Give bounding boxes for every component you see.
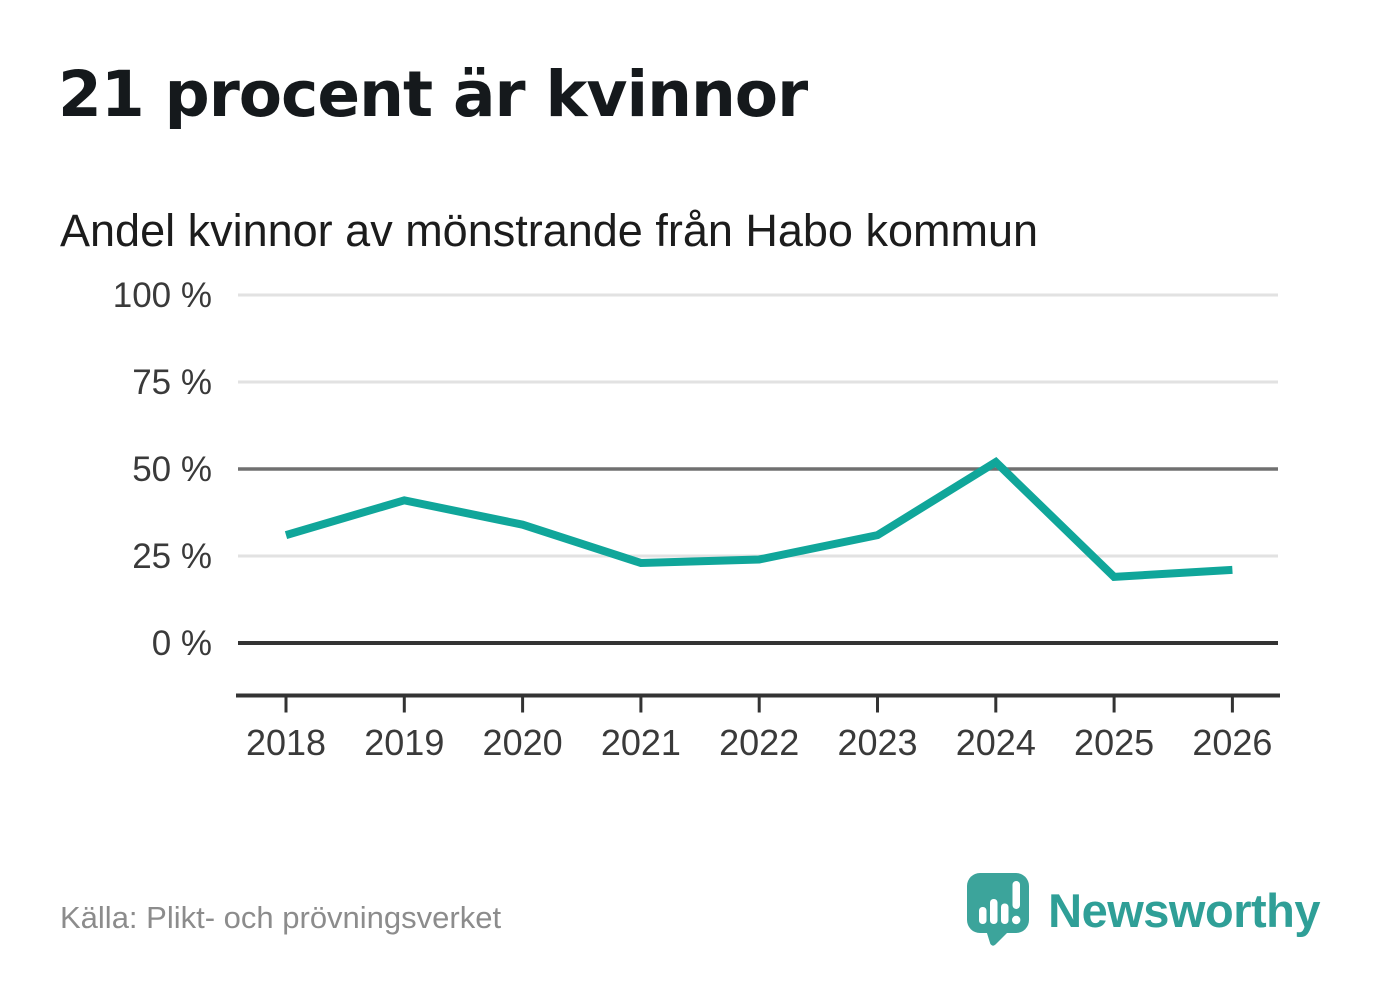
logo-exclamation-dot: [1012, 915, 1021, 925]
source-note: Källa: Plikt- och prövningsverket: [60, 900, 502, 935]
logo-bar-3: [1001, 903, 1009, 924]
line-chart: 0 % 25 % 50 % 75 % 100 % 2018 2019 2020 2021 2022…: [113, 276, 1280, 763]
x-tick-label: 2023: [837, 722, 917, 763]
x-tick-label: 2020: [483, 722, 563, 763]
logo-exclamation-bar: [1012, 881, 1021, 909]
newsworthy-logo-icon: [967, 873, 1030, 946]
data-line-andel-kvinnor-av-mönstrande: [284, 456, 1233, 581]
logo-bubble-tail: [986, 930, 1011, 946]
newsworthy-logo: Newsworthy: [966, 872, 1320, 948]
headline: 21 procent är kvinnor: [58, 58, 808, 131]
logo-bar-1: [979, 907, 987, 924]
y-tick-label: 0 %: [152, 624, 212, 663]
y-tick-label: 75 %: [132, 363, 212, 402]
logo-bar-2: [990, 899, 998, 924]
x-tick-label: 2024: [956, 722, 1036, 763]
x-tick-label: 2025: [1074, 722, 1154, 763]
x-tick-label: 2019: [364, 722, 444, 763]
y-tick-label: 50 %: [132, 450, 212, 489]
chart-title: Andel kvinnor av mönstrande från Habo ko…: [60, 205, 1039, 256]
x-tick-label: 2021: [601, 722, 681, 763]
x-tick-label: 2026: [1192, 722, 1272, 763]
x-tick-label: 2018: [246, 722, 326, 763]
x-tick-label: 2022: [719, 722, 799, 763]
y-tick-label: 100 %: [113, 276, 212, 315]
newsworthy-logo-text: Newsworthy: [1048, 883, 1320, 937]
y-tick-label: 25 %: [132, 537, 212, 576]
